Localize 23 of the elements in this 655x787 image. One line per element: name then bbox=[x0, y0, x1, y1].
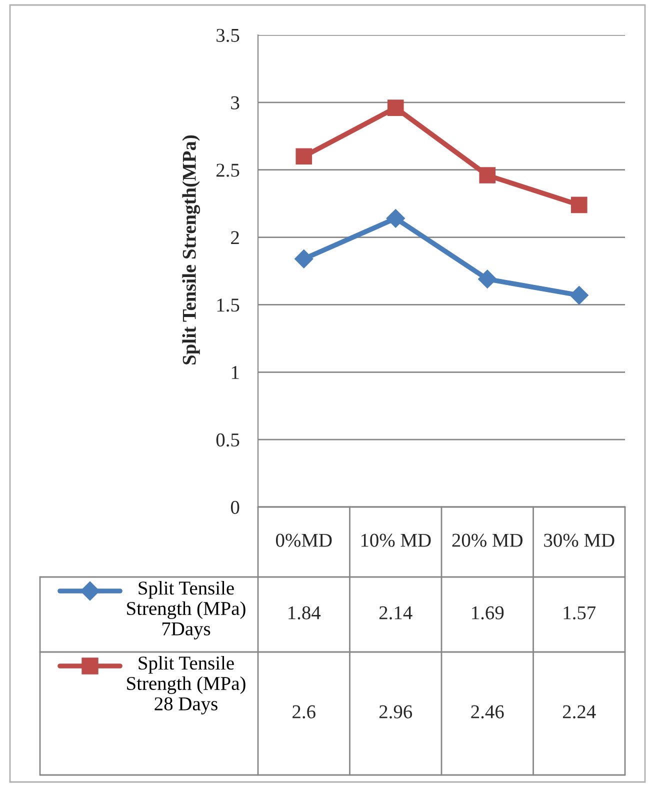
data-label: 1.84 bbox=[288, 606, 321, 620]
data-label: 1.57 bbox=[564, 606, 596, 620]
y-tick-label: 2.5 bbox=[216, 164, 240, 177]
data-label: 2.46 bbox=[471, 705, 504, 718]
y-tick-label: 0.5 bbox=[216, 433, 240, 447]
y-tick-label: 0 bbox=[230, 500, 240, 514]
x-tick-label: 30% MD bbox=[544, 534, 614, 547]
legend-label: Split Tensile Strength (MPa) 28 Days bbox=[127, 656, 246, 714]
x-tick-label: 20% MD bbox=[452, 534, 523, 547]
data-label: 1.69 bbox=[472, 606, 504, 620]
y-tick-label: 1.5 bbox=[217, 298, 240, 312]
y-tick-label: 3 bbox=[231, 96, 240, 110]
y-tick-label: 3.5 bbox=[216, 28, 240, 42]
x-tick-label: 10% MD bbox=[361, 534, 431, 547]
data-label: 2.96 bbox=[379, 705, 412, 718]
x-tick-label: 0%MD bbox=[276, 534, 332, 547]
y-tick-label: 2 bbox=[231, 231, 239, 244]
legend-label: Split Tensile Strength (MPa) 7Days bbox=[127, 581, 246, 640]
data-label: 2.14 bbox=[379, 606, 412, 620]
data-label: 2.6 bbox=[292, 705, 316, 718]
y-tick-label: 1 bbox=[232, 366, 239, 379]
data-label: 2.24 bbox=[562, 705, 596, 718]
y-axis-title: Split Tensile Strength(MPa) bbox=[182, 135, 200, 364]
